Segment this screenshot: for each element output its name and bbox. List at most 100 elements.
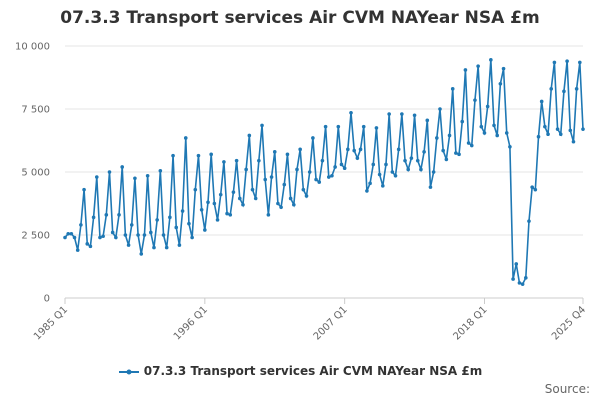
- data-point[interactable]: [206, 200, 210, 205]
- data-point[interactable]: [504, 131, 509, 135]
- data-point[interactable]: [558, 132, 563, 136]
- data-point[interactable]: [231, 190, 236, 194]
- data-point[interactable]: [441, 148, 445, 153]
- data-point[interactable]: [171, 153, 175, 158]
- data-point[interactable]: [75, 248, 80, 252]
- data-point[interactable]: [222, 160, 226, 164]
- data-point[interactable]: [501, 66, 506, 71]
- data-point[interactable]: [374, 126, 379, 130]
- data-point[interactable]: [104, 213, 109, 217]
- data-point[interactable]: [158, 168, 163, 173]
- data-point[interactable]: [117, 213, 121, 217]
- data-point[interactable]: [234, 158, 239, 163]
- data-point[interactable]: [180, 209, 185, 213]
- data-point[interactable]: [476, 64, 480, 68]
- data-point[interactable]: [492, 123, 496, 128]
- data-point[interactable]: [396, 147, 401, 152]
- data-point[interactable]: [237, 196, 242, 201]
- data-point[interactable]: [330, 173, 334, 178]
- data-point[interactable]: [342, 166, 347, 171]
- data-point[interactable]: [377, 172, 382, 177]
- data-point[interactable]: [358, 147, 363, 152]
- data-point[interactable]: [196, 153, 201, 158]
- data-point[interactable]: [393, 173, 398, 178]
- data-point[interactable]: [562, 89, 566, 94]
- data-point[interactable]: [368, 181, 372, 186]
- data-point[interactable]: [479, 124, 484, 129]
- data-point[interactable]: [320, 158, 325, 163]
- data-point[interactable]: [365, 189, 369, 193]
- data-point[interactable]: [444, 157, 449, 162]
- data-point[interactable]: [295, 167, 299, 172]
- data-point[interactable]: [272, 150, 277, 154]
- data-point[interactable]: [215, 218, 220, 222]
- data-point[interactable]: [98, 235, 102, 240]
- data-point[interactable]: [244, 167, 248, 172]
- data-point[interactable]: [460, 119, 465, 124]
- data-point[interactable]: [101, 234, 105, 239]
- data-point[interactable]: [66, 231, 70, 236]
- data-point[interactable]: [120, 165, 124, 169]
- data-point[interactable]: [250, 187, 255, 192]
- data-point[interactable]: [514, 262, 519, 266]
- data-point[interactable]: [269, 175, 274, 179]
- data-point[interactable]: [380, 184, 385, 188]
- data-point[interactable]: [463, 68, 468, 72]
- data-point[interactable]: [530, 185, 534, 189]
- data-point[interactable]: [578, 60, 582, 65]
- data-point[interactable]: [390, 170, 395, 174]
- data-point[interactable]: [571, 139, 576, 144]
- data-point[interactable]: [457, 152, 461, 157]
- data-point[interactable]: [288, 196, 293, 201]
- data-point[interactable]: [568, 128, 573, 133]
- data-point[interactable]: [346, 147, 350, 152]
- data-point[interactable]: [247, 133, 252, 138]
- data-point[interactable]: [371, 162, 376, 167]
- data-point[interactable]: [326, 175, 331, 179]
- data-point[interactable]: [155, 218, 159, 222]
- data-point[interactable]: [400, 112, 404, 116]
- data-point[interactable]: [193, 187, 198, 192]
- data-point[interactable]: [527, 219, 531, 223]
- data-point[interactable]: [311, 136, 315, 140]
- data-point[interactable]: [355, 156, 360, 160]
- data-point[interactable]: [276, 201, 280, 206]
- data-point[interactable]: [164, 245, 169, 250]
- data-point[interactable]: [145, 173, 150, 178]
- data-point[interactable]: [574, 87, 579, 91]
- data-point[interactable]: [126, 243, 131, 247]
- data-point[interactable]: [498, 82, 503, 86]
- data-point[interactable]: [323, 124, 328, 129]
- data-point[interactable]: [91, 215, 96, 220]
- data-point[interactable]: [285, 152, 290, 157]
- data-point[interactable]: [63, 235, 67, 240]
- data-point[interactable]: [546, 132, 550, 136]
- data-point[interactable]: [333, 165, 337, 169]
- data-point[interactable]: [190, 235, 194, 240]
- data-point[interactable]: [314, 177, 318, 182]
- data-point[interactable]: [133, 176, 137, 181]
- data-point[interactable]: [438, 107, 442, 111]
- data-point[interactable]: [241, 202, 245, 207]
- data-point[interactable]: [292, 202, 296, 207]
- data-point[interactable]: [387, 112, 391, 116]
- data-point[interactable]: [508, 145, 512, 149]
- data-point[interactable]: [168, 215, 172, 220]
- data-point[interactable]: [412, 113, 417, 118]
- data-point[interactable]: [489, 58, 493, 62]
- data-point[interactable]: [199, 208, 204, 212]
- data-point[interactable]: [282, 182, 287, 187]
- data-point[interactable]: [177, 243, 182, 247]
- data-point[interactable]: [136, 233, 140, 237]
- data-point[interactable]: [425, 118, 430, 123]
- data-point[interactable]: [149, 230, 153, 235]
- legend[interactable]: 07.3.3 Transport services Air CVM NAYear…: [0, 364, 600, 378]
- data-point[interactable]: [466, 141, 471, 145]
- data-point[interactable]: [536, 134, 541, 139]
- data-point[interactable]: [301, 187, 306, 192]
- data-point[interactable]: [428, 185, 433, 189]
- data-point[interactable]: [123, 233, 128, 237]
- data-point[interactable]: [349, 110, 353, 115]
- data-point[interactable]: [520, 282, 525, 286]
- data-point[interactable]: [266, 213, 271, 217]
